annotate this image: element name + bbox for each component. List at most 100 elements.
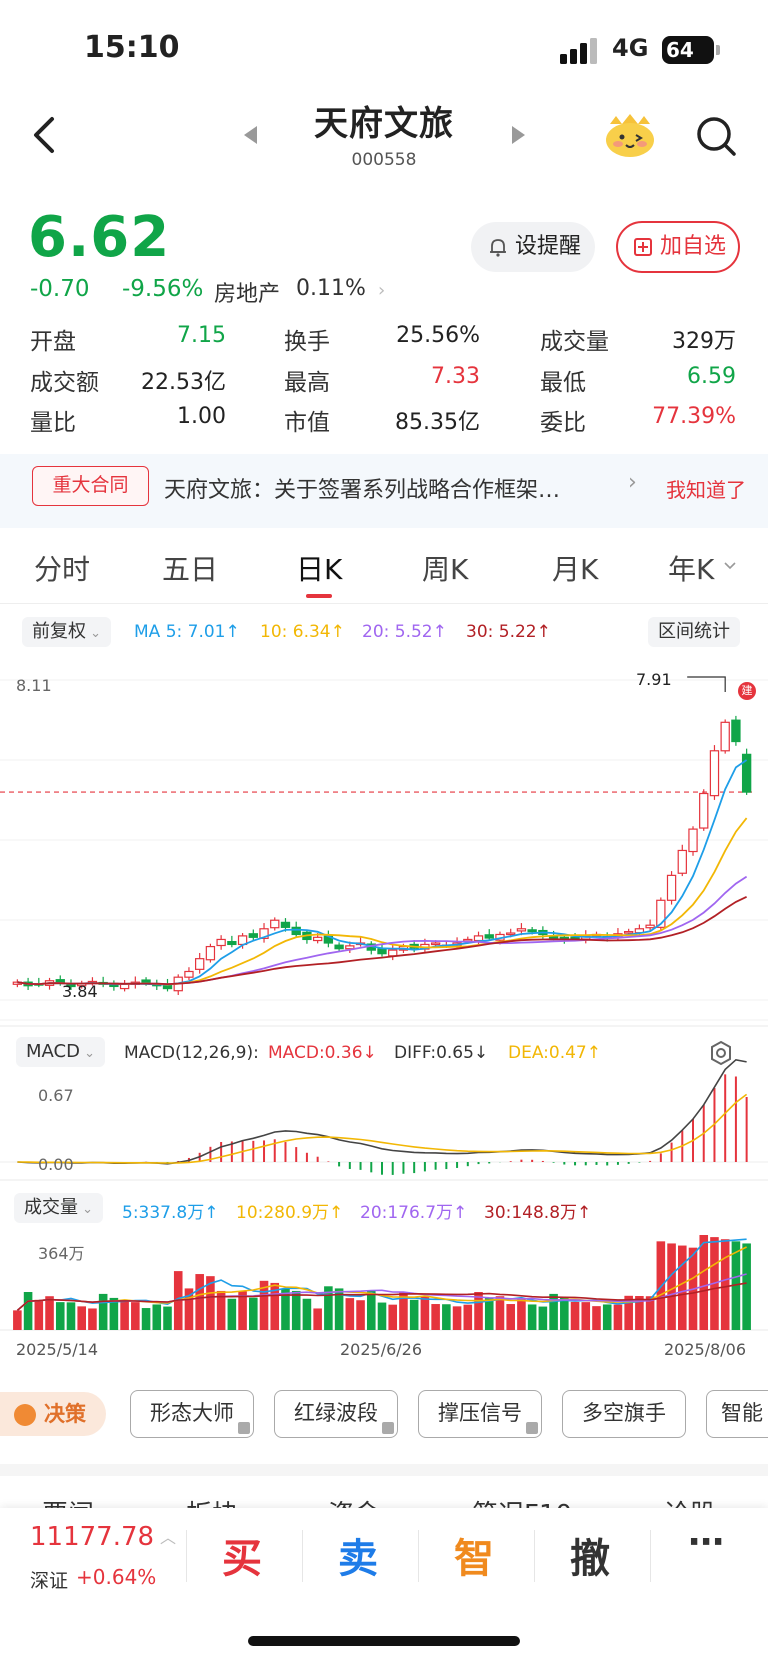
tab-funds[interactable]: 资金: [328, 1494, 380, 1510]
volume-bar: [302, 1298, 312, 1330]
tool-pattern-master[interactable]: 形态大师: [130, 1390, 254, 1438]
stat-label: 成交额: [30, 370, 99, 396]
candle: [506, 932, 516, 936]
set-alert-button[interactable]: 设提醒: [471, 222, 595, 272]
volume-bar: [109, 1297, 119, 1330]
kline-ymax-label: 8.11: [16, 676, 52, 695]
mascot-icon[interactable]: [604, 112, 656, 158]
volume-bar: [141, 1308, 151, 1330]
next-stock-icon[interactable]: [512, 126, 525, 144]
volume-bar: [409, 1299, 419, 1330]
divider: [650, 1530, 651, 1582]
tab-daily-k[interactable]: 日K: [296, 553, 343, 586]
dea-line: [17, 1093, 748, 1164]
tab-yearly-k[interactable]: 年K: [668, 553, 715, 586]
cellular-signal-icon: [560, 38, 597, 64]
tool-support-resistance[interactable]: 撑压信号: [418, 1390, 542, 1438]
lock-icon: [238, 1422, 250, 1434]
network-type: 4G: [612, 34, 649, 62]
tab-sector[interactable]: 板块: [186, 1494, 238, 1510]
chevron-down-icon[interactable]: [724, 562, 736, 570]
tab-forum[interactable]: 论股: [664, 1494, 716, 1510]
sell-button[interactable]: 卖: [338, 1536, 378, 1582]
macd-name: MACD: [26, 1041, 80, 1062]
volume-dropdown[interactable]: 成交量 ⌄: [14, 1193, 104, 1223]
volume-bar: [506, 1304, 515, 1330]
stat-value: 77.39%: [652, 404, 736, 429]
sector-name[interactable]: 房地产: [214, 282, 281, 307]
tool-red-green-band[interactable]: 红绿波段: [274, 1390, 398, 1438]
candle: [623, 931, 634, 934]
adjust-dropdown[interactable]: 前复权 ⌄: [22, 617, 112, 647]
battery-icon: 64: [662, 36, 714, 64]
smart-button[interactable]: 智: [454, 1536, 494, 1582]
prev-stock-icon[interactable]: [244, 126, 257, 144]
candle: [741, 753, 752, 793]
divider: [186, 1530, 187, 1582]
volume-bar: [602, 1304, 612, 1330]
more-icon[interactable]: ⋯: [688, 1522, 724, 1563]
candle: [484, 934, 494, 939]
notice-text[interactable]: 天府文旅：关于签署系列战略合作框架…: [164, 478, 561, 503]
volume-bar: [495, 1296, 505, 1330]
candle: [227, 940, 237, 946]
macd-dropdown[interactable]: MACD ⌄: [16, 1037, 105, 1067]
buy-button[interactable]: 买: [222, 1536, 262, 1582]
lock-icon: [526, 1422, 538, 1434]
volume-bar: [581, 1302, 591, 1330]
candle: [699, 792, 709, 829]
range-stats-button[interactable]: 区间统计: [648, 617, 740, 647]
volume-bar: [442, 1304, 451, 1330]
set-alert-label: 设提醒: [515, 234, 582, 259]
acknowledge-button[interactable]: 我知道了: [666, 478, 746, 502]
adjust-label: 前复权: [32, 621, 86, 642]
date-end: 2025/8/06: [664, 1340, 747, 1359]
candle: [205, 945, 216, 961]
candle: [377, 948, 387, 955]
volume-bar: [238, 1291, 247, 1330]
chevron-right-icon[interactable]: ›: [628, 470, 637, 495]
decision-button[interactable]: 决策: [0, 1392, 106, 1436]
tab-weekly-k[interactable]: 周K: [422, 553, 469, 586]
index-value[interactable]: 11177.78: [30, 1522, 155, 1552]
volume-bar: [517, 1298, 526, 1330]
dea-value: DEA:0.47↑: [508, 1043, 601, 1063]
candle: [312, 936, 323, 942]
tool-bull-bear-flag[interactable]: 多空旗手: [562, 1390, 686, 1438]
back-icon[interactable]: [28, 115, 64, 155]
divider: [418, 1530, 419, 1582]
candle: [248, 933, 258, 938]
tab-f10[interactable]: 简况F10: [472, 1494, 572, 1510]
divider: [302, 1530, 303, 1582]
candle: [677, 849, 687, 874]
index-pct[interactable]: +0.64%: [76, 1565, 157, 1589]
stock-code: 000558: [351, 150, 417, 170]
index-name[interactable]: 深证: [30, 1570, 69, 1592]
candle: [216, 938, 226, 947]
bell-icon: [490, 239, 506, 257]
chevron-right-icon[interactable]: ›: [378, 280, 386, 301]
tab-five-day[interactable]: 五日: [162, 553, 219, 586]
add-watchlist-button[interactable]: 加自选: [616, 221, 740, 273]
home-indicator[interactable]: [248, 1636, 520, 1646]
candle: [388, 949, 398, 957]
volume-ymax-label: 364万: [38, 1244, 85, 1263]
stat-label: 成交量: [540, 329, 609, 355]
cancel-order-button[interactable]: 撤: [570, 1536, 610, 1582]
tab-monthly-k[interactable]: 月K: [552, 553, 599, 586]
tab-news[interactable]: 要闻: [42, 1494, 94, 1510]
tool-smart[interactable]: 智能: [706, 1390, 768, 1438]
candle: [516, 928, 527, 932]
price-change: -0.70: [30, 276, 90, 302]
candle: [527, 929, 537, 933]
search-icon[interactable]: [694, 114, 738, 158]
tab-intraday[interactable]: 分时: [34, 553, 91, 586]
candle: [270, 919, 280, 929]
volume-bar: [560, 1297, 569, 1330]
settings-icon[interactable]: [708, 1040, 734, 1066]
build-mark[interactable]: 建: [738, 682, 756, 700]
kline-chart[interactable]: [0, 0, 768, 1360]
sector-pct[interactable]: 0.11%: [296, 276, 366, 301]
volume-bar: [377, 1302, 387, 1330]
chevron-up-icon[interactable]: ︿: [160, 1528, 177, 1547]
